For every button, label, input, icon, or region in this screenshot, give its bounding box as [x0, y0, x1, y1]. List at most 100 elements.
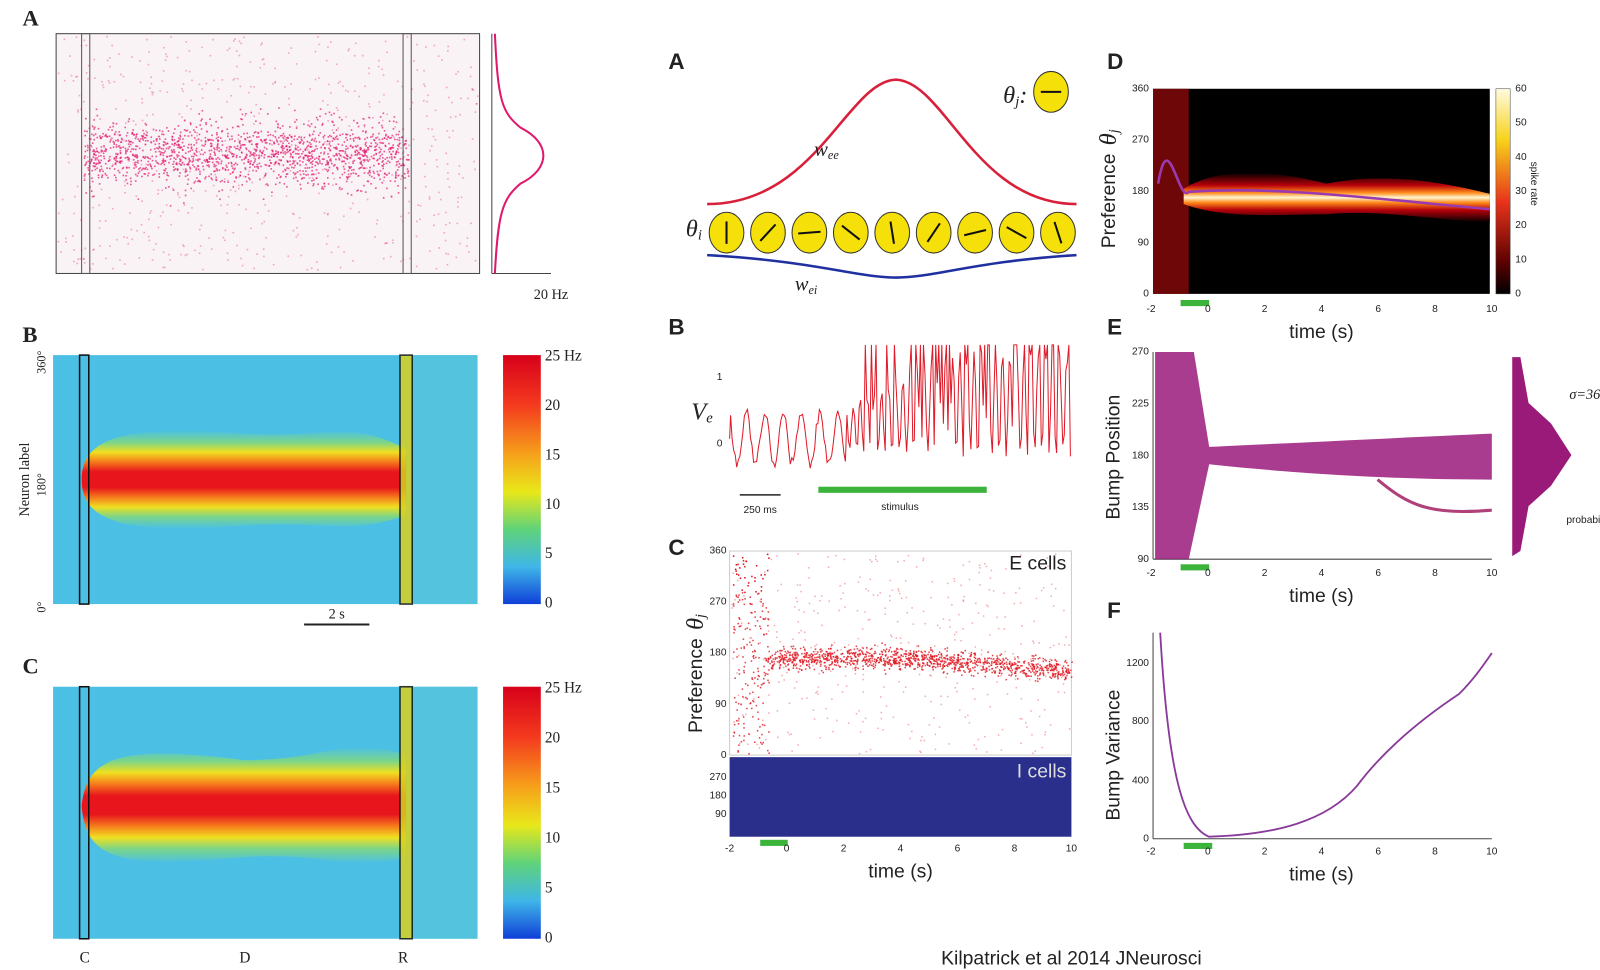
spike — [216, 170, 218, 172]
spike — [127, 243, 129, 245]
spike — [1036, 671, 1038, 673]
spike — [210, 173, 212, 175]
spike — [796, 658, 798, 660]
spike — [353, 169, 355, 171]
spike — [164, 142, 166, 144]
spike — [883, 686, 885, 688]
spike — [779, 662, 781, 664]
spike — [243, 163, 245, 165]
spike — [890, 656, 892, 658]
spike — [286, 167, 288, 169]
spike — [182, 149, 184, 151]
spike — [214, 153, 216, 155]
spike — [939, 666, 941, 668]
spike — [844, 583, 846, 585]
spike — [137, 160, 139, 162]
spike — [363, 162, 365, 164]
spike — [201, 88, 203, 90]
spike — [137, 146, 139, 148]
spike — [756, 565, 758, 567]
spike — [992, 668, 994, 670]
spike — [158, 136, 160, 138]
spike — [291, 167, 293, 169]
spike — [813, 651, 815, 653]
spike — [744, 666, 746, 668]
spike — [173, 170, 175, 172]
spike — [1050, 670, 1052, 672]
spike — [948, 597, 950, 599]
x-tick-label: 4 — [898, 844, 904, 855]
spike — [254, 160, 256, 162]
spike — [112, 208, 114, 210]
spike — [101, 151, 103, 153]
spike — [929, 657, 931, 659]
spike — [109, 82, 111, 84]
spike — [755, 591, 757, 593]
spike — [889, 595, 891, 597]
spike — [960, 664, 962, 666]
spike — [349, 135, 351, 137]
spike — [762, 702, 764, 704]
spike — [1018, 661, 1020, 663]
spike — [870, 578, 872, 580]
spike — [99, 135, 101, 137]
spike — [819, 662, 821, 664]
spike — [371, 176, 373, 178]
spike — [919, 666, 921, 668]
spike — [307, 157, 309, 159]
spike — [416, 44, 418, 46]
spike — [757, 620, 759, 622]
spike — [1036, 668, 1038, 670]
spike — [974, 744, 976, 746]
spike — [733, 735, 735, 737]
spike — [882, 729, 884, 731]
spike — [178, 155, 180, 157]
spike — [222, 167, 224, 169]
spike — [803, 611, 805, 613]
spike — [404, 177, 406, 179]
spike — [116, 123, 118, 125]
spike — [274, 162, 276, 164]
spike — [180, 254, 182, 256]
spike — [783, 667, 785, 669]
spike — [385, 41, 387, 43]
spike — [77, 186, 79, 188]
spike — [170, 36, 172, 38]
spike — [904, 661, 906, 663]
spike — [849, 653, 851, 655]
spike — [862, 660, 864, 662]
spike — [336, 155, 338, 157]
spike — [342, 144, 344, 146]
spike — [816, 644, 818, 646]
spike — [853, 663, 855, 665]
spike — [901, 655, 903, 657]
spike — [293, 151, 295, 153]
spike — [413, 60, 415, 62]
spike — [912, 664, 914, 666]
spike — [779, 667, 781, 669]
spike — [173, 132, 175, 134]
spike — [991, 664, 993, 666]
spike — [378, 133, 380, 135]
spike — [327, 236, 329, 238]
spike — [863, 691, 865, 693]
spike — [1021, 665, 1023, 667]
spike — [346, 158, 348, 160]
spike — [249, 155, 251, 157]
spike — [786, 672, 788, 674]
spike — [989, 669, 991, 671]
spike — [869, 658, 871, 660]
spike — [341, 156, 343, 158]
spike — [733, 721, 735, 723]
spike — [111, 129, 113, 131]
spike — [859, 649, 861, 651]
spike — [97, 115, 99, 117]
spike — [259, 150, 261, 152]
spike — [962, 662, 964, 664]
spike — [165, 59, 167, 61]
spike — [426, 101, 428, 103]
spike — [205, 140, 207, 142]
spike — [768, 630, 770, 632]
spike — [359, 154, 361, 156]
spike — [345, 153, 347, 155]
